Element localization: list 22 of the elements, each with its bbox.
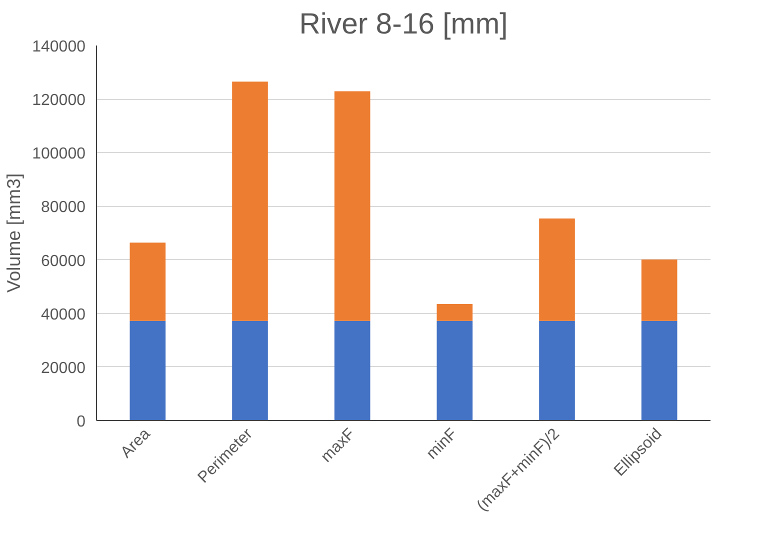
y-tick-label: 20000 [41, 360, 86, 377]
y-tick-label: 140000 [32, 38, 86, 56]
bar [539, 320, 575, 420]
bar [130, 320, 166, 420]
bar [232, 320, 268, 420]
y-tick-label: 120000 [32, 92, 86, 110]
chart-title: River 8-16 [mm] [299, 8, 508, 40]
bar [130, 242, 166, 321]
y-tick-label: 40000 [41, 306, 86, 324]
bar [436, 320, 473, 420]
bar [641, 260, 678, 321]
y-tick-label: 80000 [41, 199, 86, 216]
bar [334, 320, 370, 420]
bar [436, 304, 473, 321]
y-tick-label: 100000 [32, 146, 86, 163]
bar [539, 218, 575, 321]
y-tick-label: 0 [76, 414, 86, 430]
bar [641, 320, 678, 420]
bar [334, 91, 370, 321]
y-tick-label: 60000 [41, 252, 86, 270]
y-axis-title: Volume [mm3] [3, 173, 24, 293]
bar [232, 82, 268, 321]
